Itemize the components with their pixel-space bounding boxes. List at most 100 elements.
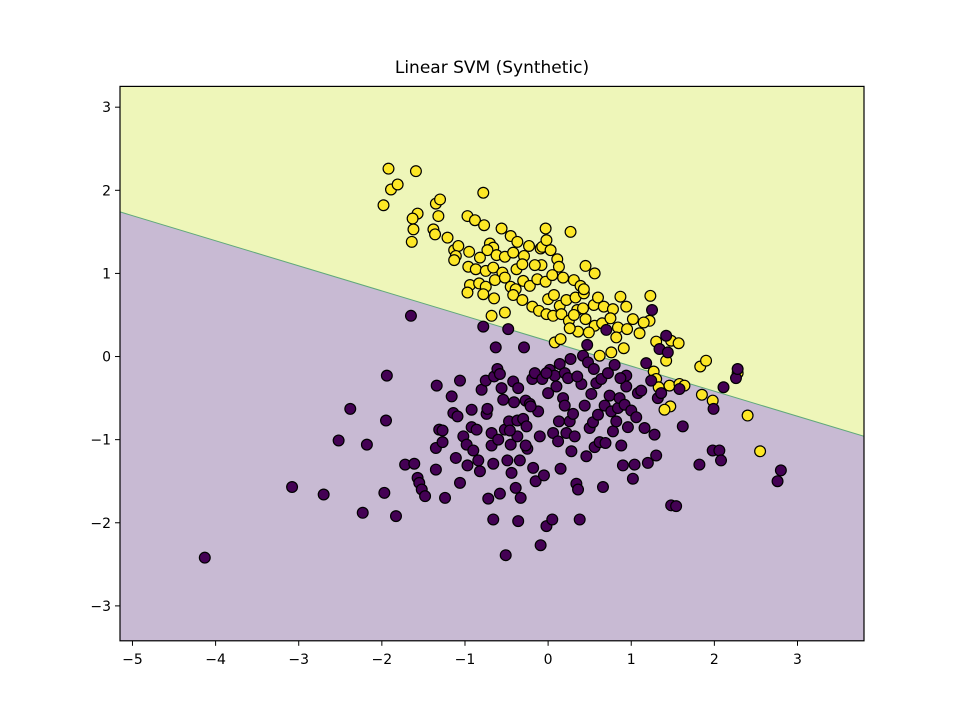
data-point — [493, 487, 506, 500]
data-point — [497, 393, 510, 406]
data-point — [621, 421, 634, 434]
data-point — [518, 341, 531, 354]
data-point — [477, 320, 490, 333]
plot-area — [120, 86, 864, 641]
data-point — [707, 402, 720, 415]
data-point — [644, 289, 657, 302]
data-point — [434, 193, 447, 206]
data-point — [429, 463, 442, 476]
data-point — [344, 402, 357, 415]
data-point — [524, 400, 537, 413]
data-point — [520, 420, 533, 433]
data-point — [608, 358, 621, 371]
data-point — [552, 260, 565, 273]
x-tick-label: −5 — [122, 652, 143, 668]
data-point — [646, 303, 659, 316]
data-point — [495, 222, 508, 235]
data-point — [658, 403, 671, 416]
data-point — [439, 491, 452, 504]
data-point — [553, 358, 566, 371]
data-point — [552, 415, 565, 428]
data-point — [693, 458, 706, 471]
y-tick-label: −1 — [90, 433, 111, 449]
data-point — [391, 178, 404, 191]
x-tick-label: 1 — [627, 652, 636, 668]
y-tick-label: 2 — [102, 183, 111, 199]
data-point — [502, 323, 515, 336]
data-point — [676, 420, 689, 433]
data-point — [546, 269, 559, 282]
data-point — [715, 454, 728, 467]
data-point — [539, 222, 552, 235]
data-point — [470, 423, 483, 436]
data-point — [614, 372, 627, 385]
data-point — [523, 279, 536, 292]
data-point — [488, 274, 501, 287]
data-point — [501, 454, 514, 467]
data-point — [655, 387, 668, 400]
data-point — [637, 316, 650, 329]
data-point — [493, 367, 506, 380]
decision-boundary — [120, 211, 864, 437]
data-point — [453, 476, 466, 489]
data-point — [504, 438, 517, 451]
data-point — [591, 291, 604, 304]
data-point — [713, 444, 726, 457]
data-point — [591, 408, 604, 421]
data-point — [508, 396, 521, 409]
data-point — [463, 245, 476, 258]
data-point — [286, 481, 299, 494]
data-point — [626, 313, 639, 326]
data-point — [567, 308, 580, 321]
data-point — [516, 258, 529, 271]
data-point — [741, 409, 754, 422]
data-point — [640, 357, 653, 370]
data-point — [774, 464, 787, 477]
data-point — [616, 459, 629, 472]
data-point — [509, 481, 522, 494]
data-point — [482, 492, 495, 505]
data-point — [601, 367, 614, 380]
data-point — [488, 292, 501, 305]
data-point — [628, 458, 641, 471]
data-point — [436, 424, 449, 437]
data-point — [489, 341, 502, 354]
data-point — [620, 300, 633, 313]
data-point — [670, 500, 683, 513]
data-point — [580, 450, 593, 463]
data-point — [487, 513, 500, 526]
data-point — [356, 506, 369, 519]
data-point — [563, 322, 576, 335]
data-point — [638, 422, 651, 435]
data-point — [467, 444, 480, 457]
data-point — [452, 239, 465, 252]
data-point — [377, 199, 390, 212]
data-point — [409, 165, 422, 178]
data-point — [567, 407, 580, 420]
data-point — [557, 271, 570, 284]
data-point — [565, 445, 578, 458]
data-point — [317, 488, 330, 501]
data-point — [492, 433, 505, 446]
x-tick-label: 2 — [710, 652, 719, 668]
data-point — [378, 486, 391, 499]
data-point — [430, 379, 443, 392]
data-point — [505, 466, 518, 479]
data-point — [626, 472, 639, 485]
y-tick-label: 3 — [102, 100, 111, 116]
data-point — [579, 313, 592, 326]
data-point — [453, 374, 466, 387]
data-point — [542, 387, 555, 400]
chart-title: Linear SVM (Synthetic) — [395, 58, 589, 78]
data-point — [495, 382, 508, 395]
data-point — [673, 382, 686, 395]
data-point — [473, 251, 486, 264]
data-point — [610, 331, 623, 344]
axes-frame — [119, 85, 865, 642]
data-point — [514, 491, 527, 504]
data-point — [700, 354, 713, 367]
data-point — [558, 399, 571, 412]
data-point — [380, 369, 393, 382]
data-point — [429, 228, 442, 241]
data-point — [552, 435, 565, 448]
